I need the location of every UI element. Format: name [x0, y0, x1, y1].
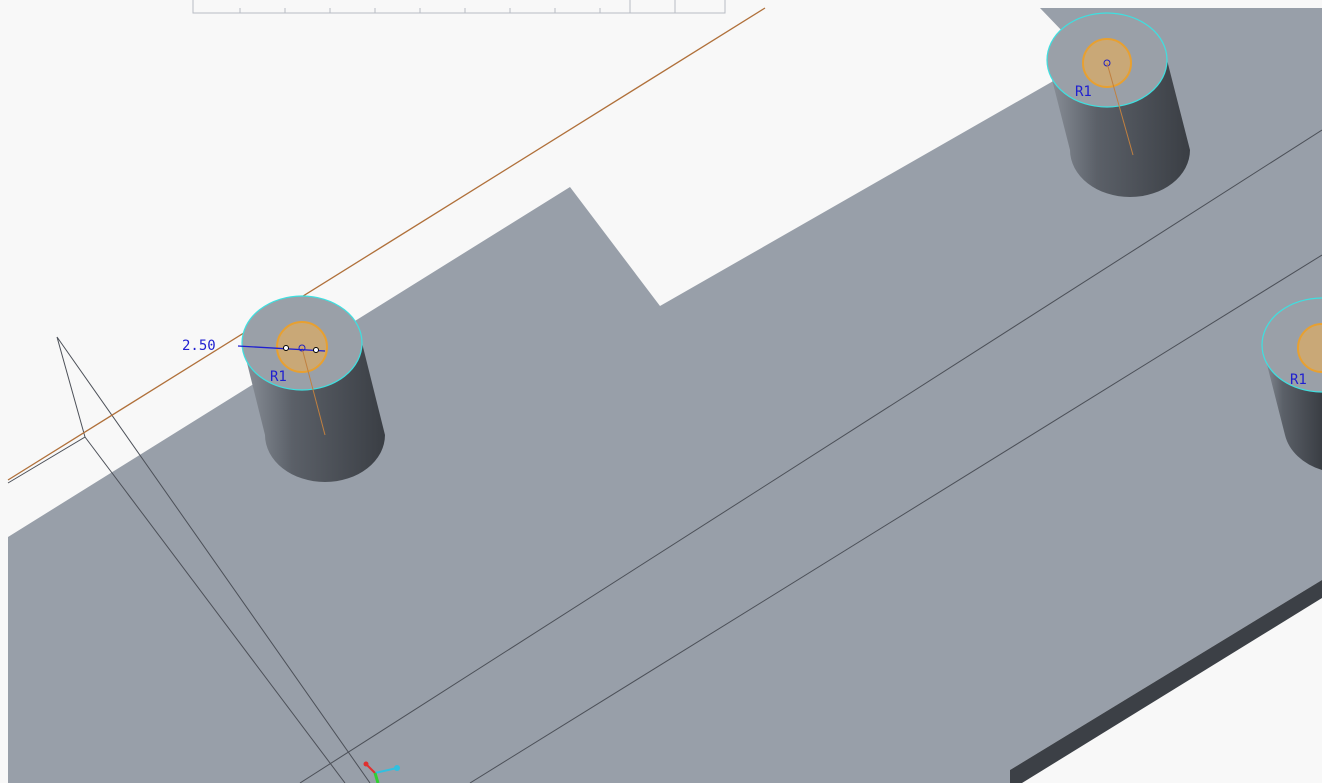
triad — [363, 761, 400, 783]
radius-label: R1 — [1290, 372, 1307, 388]
ruler — [192, 0, 726, 14]
radius-label: R1 — [1075, 84, 1092, 100]
plate-edge — [1010, 580, 1322, 783]
dimension-label: 2.50 — [182, 338, 216, 354]
datum-axis — [7, 7, 766, 481]
plate — [8, 8, 1322, 783]
sketch-lines — [7, 129, 1322, 783]
cylinder — [1046, 12, 1190, 197]
cylinder — [1261, 297, 1322, 470]
cylinder — [237, 295, 385, 482]
radius-label: R1 — [270, 369, 287, 385]
